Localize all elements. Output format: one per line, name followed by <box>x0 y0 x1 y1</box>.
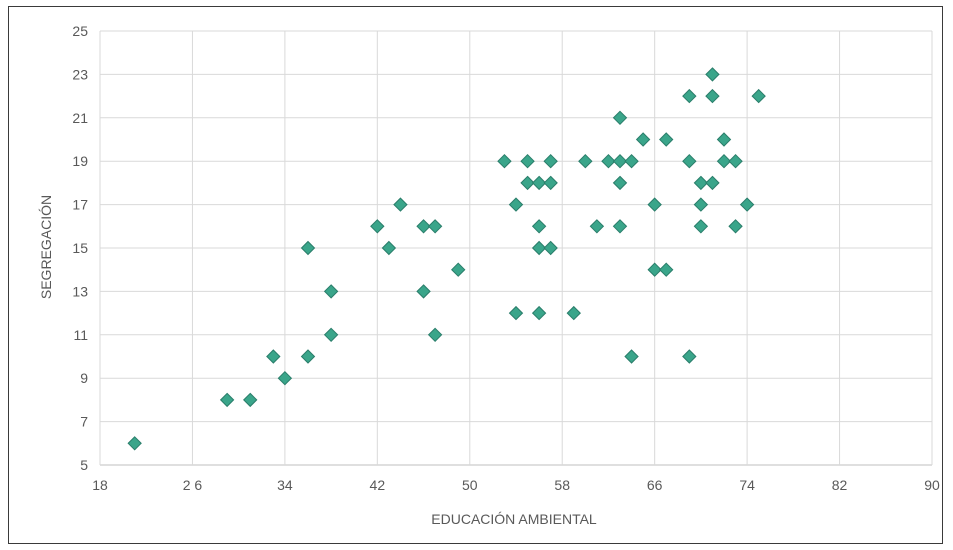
data-point <box>323 284 339 299</box>
x-tick-label: 2 6 <box>183 477 203 493</box>
data-point <box>705 175 720 191</box>
x-tick-label: 42 <box>370 477 386 493</box>
data-point <box>300 349 316 364</box>
data-point <box>612 153 628 169</box>
y-tick-label: 9 <box>80 370 88 386</box>
data-point <box>693 175 709 191</box>
chart-frame <box>8 6 943 544</box>
y-tick-label: 23 <box>72 66 88 82</box>
data-point <box>624 349 639 364</box>
data-point <box>739 197 755 212</box>
data-point <box>693 219 709 234</box>
x-tick-label: 18 <box>92 477 108 493</box>
y-tick-label: 11 <box>73 327 88 343</box>
data-point <box>635 132 651 147</box>
data-point <box>277 370 293 386</box>
data-point <box>381 240 397 256</box>
data-point <box>693 197 709 212</box>
x-tick-label: 34 <box>277 477 293 493</box>
data-point <box>659 132 674 147</box>
data-point <box>578 153 593 169</box>
y-tick-label: 21 <box>72 110 88 126</box>
data-point <box>705 67 720 82</box>
x-axis-title: EDUCACIÓN AMBIENTAL <box>431 511 597 527</box>
data-point <box>427 327 443 343</box>
x-tick-labels: 18 2 6 34 42 50 58 66 74 82 90 <box>92 477 940 493</box>
x-tick-label: 90 <box>924 477 940 493</box>
data-point <box>728 153 743 169</box>
data-point <box>716 153 732 169</box>
data-point <box>647 262 662 277</box>
x-tick-label: 66 <box>647 477 663 493</box>
data-point <box>127 436 142 451</box>
data-point <box>682 88 697 104</box>
data-point <box>566 305 581 321</box>
data-point <box>543 175 558 191</box>
x-tick-label: 58 <box>554 477 570 493</box>
data-point <box>219 392 235 408</box>
data-point <box>300 240 316 256</box>
data-point <box>647 197 662 212</box>
y-axis-title: SEGREGACIÓN <box>38 195 54 299</box>
data-point <box>416 284 431 299</box>
data-point <box>543 240 558 256</box>
data-point <box>612 175 628 191</box>
data-point <box>612 110 628 126</box>
data-point <box>520 153 535 169</box>
data-point <box>520 175 535 191</box>
data-point <box>728 219 743 234</box>
y-tick-label: 13 <box>72 283 88 299</box>
y-tick-label: 25 <box>72 23 88 39</box>
y-tick-label: 15 <box>72 240 88 256</box>
y-tick-label: 7 <box>80 414 88 430</box>
data-point <box>266 349 281 364</box>
data-point <box>543 153 558 169</box>
data-point <box>508 197 524 212</box>
data-point <box>531 240 547 256</box>
data-point <box>508 305 524 321</box>
x-tick-label: 82 <box>832 477 848 493</box>
data-point <box>531 219 547 234</box>
data-point <box>716 132 732 147</box>
data-point <box>624 153 639 169</box>
y-tick-label: 17 <box>72 197 88 213</box>
y-tick-label: 5 <box>80 457 88 473</box>
data-point <box>243 392 258 408</box>
data-point <box>751 88 766 104</box>
y-tick-label: 19 <box>72 153 88 169</box>
data-point <box>427 219 443 234</box>
data-point <box>393 197 408 212</box>
data-point <box>612 219 628 234</box>
data-point <box>416 219 431 234</box>
data-point <box>451 262 466 277</box>
data-point <box>531 175 547 191</box>
x-tick-label: 50 <box>462 477 478 493</box>
y-tick-labels: 5 7 9 11 13 15 17 19 21 23 25 <box>72 23 88 473</box>
data-point <box>323 327 339 343</box>
data-points <box>127 67 766 451</box>
data-point <box>659 262 674 277</box>
data-point <box>531 305 547 321</box>
data-point <box>601 153 616 169</box>
data-point <box>705 88 720 104</box>
data-point <box>370 219 385 234</box>
data-point <box>682 153 697 169</box>
data-point <box>682 349 697 364</box>
data-point <box>589 219 605 234</box>
data-point <box>497 153 512 169</box>
gridlines <box>99 30 933 466</box>
x-tick-label: 74 <box>739 477 755 493</box>
